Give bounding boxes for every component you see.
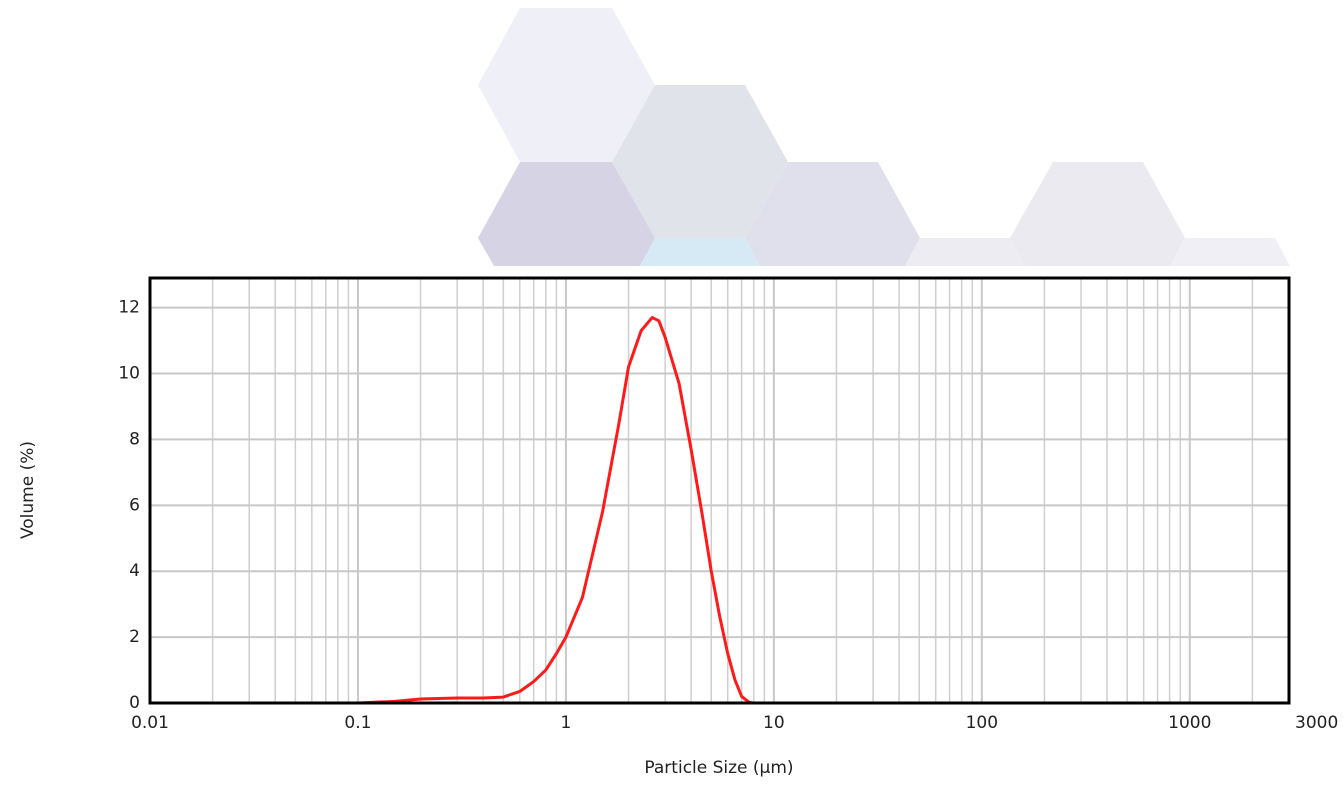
y-tick-label: 0 xyxy=(129,693,140,713)
y-tick-label: 12 xyxy=(118,298,140,318)
x-axis-label: Particle Size (µm) xyxy=(644,758,793,778)
y-axis-label: Volume (%) xyxy=(18,441,38,539)
decoration xyxy=(478,8,1290,266)
plot xyxy=(212,316,1253,705)
x-tick-label: 1000 xyxy=(1168,713,1211,733)
y-tick-label: 2 xyxy=(129,627,140,647)
x-tick-label: 10 xyxy=(763,713,785,733)
x-tick-label: 0.1 xyxy=(344,713,371,733)
data-line xyxy=(212,316,1253,705)
x-tick-label: 100 xyxy=(966,713,998,733)
plot-frame xyxy=(148,276,1291,705)
grid xyxy=(149,278,1290,704)
x-tick-label: 3000 xyxy=(1295,713,1338,733)
x-tick-label: 1 xyxy=(560,713,571,733)
y-tick-label: 10 xyxy=(118,364,140,384)
y-tick-label: 6 xyxy=(129,495,140,515)
x-tick-label: 0.01 xyxy=(131,713,169,733)
y-tick-label: 4 xyxy=(129,561,140,581)
y-tick-label: 8 xyxy=(129,429,140,449)
